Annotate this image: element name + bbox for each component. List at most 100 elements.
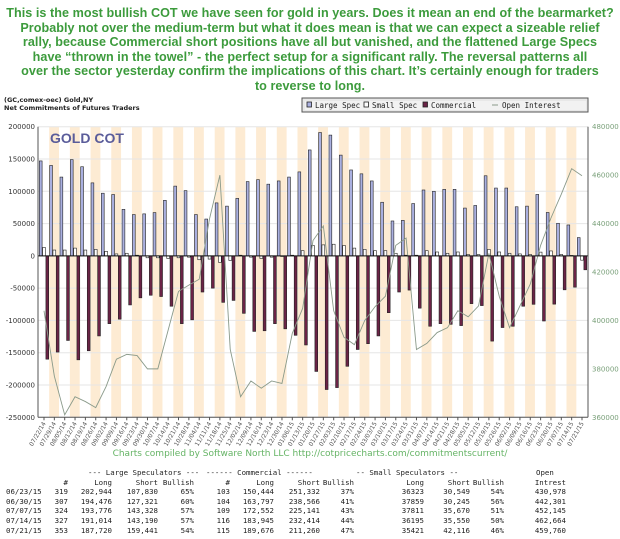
bar-large-spec <box>525 205 529 257</box>
bar-small-spec <box>321 244 326 257</box>
bar-large-spec <box>349 169 353 257</box>
bar-large-spec <box>121 209 126 257</box>
table-row: 07/14/15 327 191,014 143,190 57% 116 183,945 23… <box>6 516 566 526</box>
bar-large-spec <box>183 190 188 257</box>
table-cell: Short <box>135 477 158 487</box>
week-band <box>504 126 515 418</box>
bar-small-spec <box>383 250 388 257</box>
bar-large-spec <box>132 214 136 257</box>
table-cell: 54% <box>180 525 194 535</box>
bar-large-spec <box>194 214 198 257</box>
week-band <box>421 126 432 418</box>
bar-commercial <box>459 255 463 326</box>
cot-data-table: --- Large Speculators --- ------ Commerci… <box>6 468 566 535</box>
bar-commercial <box>231 255 236 301</box>
headline-line: to reverse to long. <box>254 78 366 93</box>
table-cell: Bullish <box>472 477 504 487</box>
bar-commercial <box>449 255 453 325</box>
bar-commercial <box>376 255 381 337</box>
table-cell: 06/23/15 <box>6 487 42 497</box>
bar-commercial <box>397 255 401 293</box>
bar-large-spec <box>494 187 498 257</box>
week-band <box>256 126 266 418</box>
bar-commercial <box>169 255 174 307</box>
bar-large-spec <box>576 237 581 257</box>
table-group-header: --- Large Speculators --- <box>88 468 200 477</box>
bar-commercial <box>542 255 546 322</box>
bar-large-spec <box>318 132 322 257</box>
table-cell: 150,444 <box>242 487 274 497</box>
week-band <box>525 126 535 418</box>
bar-large-spec <box>380 201 384 257</box>
table-cell: 36323 <box>401 487 424 497</box>
bar-commercial <box>118 255 122 320</box>
bar-small-spec <box>228 255 232 261</box>
table-cell: Long <box>406 477 424 487</box>
table-header-row: # Long Short Bullish # Long Short Bullish Long Sh… <box>6 478 566 488</box>
week-band <box>173 126 184 418</box>
bar-large-spec <box>504 187 508 257</box>
bar-large-spec <box>111 194 115 257</box>
bar-small-spec <box>456 251 460 257</box>
bar-small-spec <box>218 255 222 263</box>
table-cell: 47% <box>340 525 354 535</box>
table-cell: 319 <box>54 487 68 497</box>
bar-commercial <box>262 255 267 332</box>
bar-small-spec <box>83 249 88 257</box>
chart-subtitle-description: Net Commitments of Futures Traders <box>4 104 140 112</box>
table-cell: 54% <box>490 487 504 497</box>
week-band <box>545 126 556 418</box>
table-cell: 44% <box>340 515 354 525</box>
bar-small-spec <box>42 247 46 257</box>
y-tick-label: -100000 <box>6 317 35 325</box>
y-tick-label: -250000 <box>6 414 35 422</box>
table-cell: 37859 <box>401 496 424 506</box>
week-band <box>131 126 142 418</box>
table-cell: 65% <box>180 487 194 497</box>
bar-large-spec <box>556 222 560 257</box>
bar-commercial <box>273 255 277 324</box>
table-group-headers: --- Large Speculators --- ------ Commerci… <box>6 468 566 478</box>
legend-swatch-large-spec <box>306 101 312 108</box>
table-cell: 30,245 <box>443 496 470 506</box>
bar-small-spec <box>435 251 439 257</box>
table-cell: 232,414 <box>288 515 320 525</box>
bar-commercial <box>562 255 567 291</box>
week-band <box>235 126 246 418</box>
week-band <box>194 126 204 418</box>
bar-large-spec <box>70 159 74 257</box>
table-cell: 459,760 <box>534 525 566 535</box>
table-cell: 225,141 <box>288 506 320 516</box>
bar-large-spec <box>38 160 43 257</box>
bar-small-spec <box>497 251 501 257</box>
bar-commercial <box>242 255 246 314</box>
bar-small-spec <box>425 250 429 257</box>
headline-line: This is the most bullish COT we have see… <box>6 6 614 20</box>
week-band <box>566 126 577 418</box>
y-tick-label: -50000 <box>10 285 35 293</box>
table-cell: 35,550 <box>443 515 470 525</box>
table-cell: 07/14/15 <box>6 515 42 525</box>
bar-large-spec <box>483 175 488 257</box>
bar-large-spec <box>163 200 167 257</box>
table-cell: 452,145 <box>534 506 566 516</box>
table-row: 06/23/15 319 202,944 107,830 65% 103 150,444 25… <box>6 487 566 497</box>
bar-commercial <box>221 255 225 303</box>
bar-commercial <box>428 255 432 327</box>
week-band <box>483 126 494 418</box>
legend-swatch-commercial <box>422 101 428 108</box>
bar-small-spec <box>62 249 67 257</box>
headline-line: rally, because Commercial short position… <box>22 35 598 50</box>
y-tick-label: 0 <box>31 252 35 260</box>
bar-small-spec <box>538 251 543 257</box>
open-interest-line <box>43 167 583 417</box>
table-group-header: -- Small Speculators -- <box>356 468 459 477</box>
headline-commentary: This is the most bullish COT we have see… <box>0 6 620 94</box>
y-tick-label: -150000 <box>6 349 35 357</box>
y2-tick-label: 480000 <box>592 123 619 131</box>
table-cell: 104 <box>216 496 230 506</box>
bar-large-spec <box>266 183 271 257</box>
legend-swatch-small-spec <box>363 101 369 108</box>
bar-small-spec <box>580 255 584 261</box>
y2-tick-label: 460000 <box>592 172 619 180</box>
